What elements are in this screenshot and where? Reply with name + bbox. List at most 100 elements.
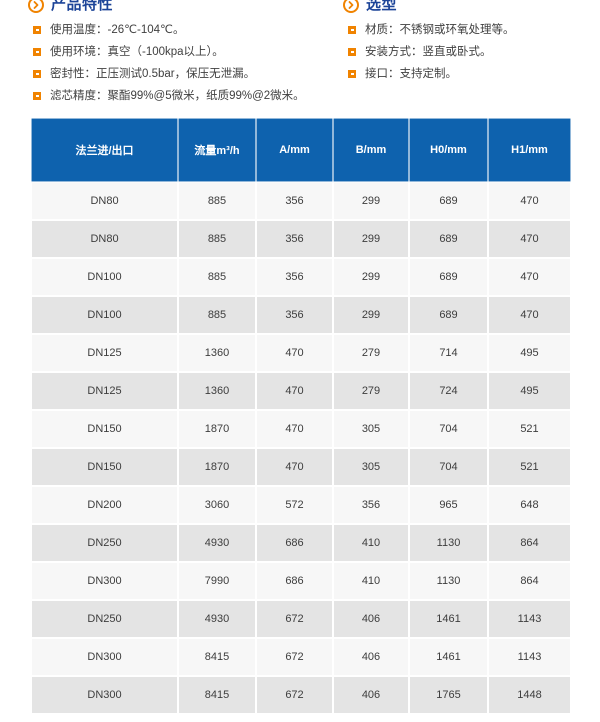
table-cell: 470 — [255, 371, 334, 411]
table-row: DN100 885 356 299 689 470 — [30, 257, 572, 297]
table-cell: 1461 — [408, 599, 489, 639]
feature-text: 滤芯精度：聚酯99%@5微米，纸质99%@2微米。 — [50, 90, 305, 102]
table-cell: 305 — [332, 447, 410, 487]
table-cell: 885 — [177, 181, 257, 221]
table-cell: DN80 — [30, 181, 179, 221]
table-cell: 704 — [408, 447, 489, 487]
table-cell: DN125 — [30, 333, 179, 373]
column-header-h1: H1/mm — [487, 117, 572, 183]
table-cell: 470 — [487, 257, 572, 297]
table-cell: 3060 — [177, 485, 257, 525]
table-cell: 8415 — [177, 675, 257, 715]
table-cell: 410 — [332, 523, 410, 563]
table-cell: 965 — [408, 485, 489, 525]
table-cell: 299 — [332, 219, 410, 259]
table-cell: 279 — [332, 333, 410, 373]
table-cell: 704 — [408, 409, 489, 449]
table-cell: 1143 — [487, 637, 572, 677]
table-cell: 356 — [332, 485, 410, 525]
table-cell: 1130 — [408, 561, 489, 601]
table-cell: 410 — [332, 561, 410, 601]
selection-text: 材质：不锈钢或环氧处理等。 — [365, 24, 515, 36]
table-row: DN150 1870 470 305 704 521 — [30, 409, 572, 449]
top-info-area: 产品特性 使用温度：-26℃-104℃。 使用环境：真空（-100kpa以上）。… — [0, 0, 600, 117]
table-cell: 521 — [487, 447, 572, 487]
table-row: DN300 8415 672 406 1765 1448 — [30, 675, 572, 715]
table-cell: 279 — [332, 371, 410, 411]
table-cell: DN125 — [30, 371, 179, 411]
table-cell: 672 — [255, 675, 334, 715]
table-row: DN125 1360 470 279 714 495 — [30, 333, 572, 373]
table-cell: 572 — [255, 485, 334, 525]
list-item: 密封性：正压测试0.5bar，保压无泄漏。 — [28, 68, 328, 81]
table-cell: 714 — [408, 333, 489, 373]
table-cell: 1870 — [177, 409, 257, 449]
column-header-h0: H0/mm — [408, 117, 489, 183]
table-row: DN80 885 356 299 689 470 — [30, 181, 572, 221]
table-cell: 689 — [408, 219, 489, 259]
table-cell: DN300 — [30, 637, 179, 677]
list-item: 材质：不锈钢或环氧处理等。 — [343, 24, 573, 37]
table-cell: 724 — [408, 371, 489, 411]
table-cell: 356 — [255, 257, 334, 297]
table-cell: 4930 — [177, 599, 257, 639]
list-item: 安装方式：竖直或卧式。 — [343, 46, 573, 59]
table-cell: 470 — [487, 295, 572, 335]
chevron-circle-icon — [28, 0, 44, 13]
table-cell: 885 — [177, 257, 257, 297]
table-cell: DN150 — [30, 447, 179, 487]
table-cell: 495 — [487, 371, 572, 411]
features-title: 产品特性 — [51, 0, 114, 13]
column-header-flange: 法兰进/出口 — [30, 117, 179, 183]
table-row: DN125 1360 470 279 724 495 — [30, 371, 572, 411]
table-cell: 672 — [255, 599, 334, 639]
table-cell: 356 — [255, 295, 334, 335]
table-cell: 8415 — [177, 637, 257, 677]
square-bullet-icon — [348, 48, 356, 56]
table-cell: DN150 — [30, 409, 179, 449]
table-cell: DN100 — [30, 257, 179, 297]
selection-title: 选型 — [366, 0, 398, 13]
table-cell: 1130 — [408, 523, 489, 563]
table-row: DN80 885 356 299 689 470 — [30, 219, 572, 259]
table-cell: 356 — [255, 181, 334, 221]
table-cell: 299 — [332, 295, 410, 335]
table-cell: 470 — [255, 409, 334, 449]
table-cell: 470 — [255, 333, 334, 373]
table-row: DN250 4930 672 406 1461 1143 — [30, 599, 572, 639]
list-item: 接口：支持定制。 — [343, 68, 573, 81]
feature-text: 密封性：正压测试0.5bar，保压无泄漏。 — [50, 68, 256, 80]
feature-text: 使用环境：真空（-100kpa以上）。 — [50, 46, 224, 58]
table-cell: 470 — [487, 181, 572, 221]
list-item: 使用温度：-26℃-104℃。 — [28, 24, 328, 37]
column-header-flow: 流量m³/h — [177, 117, 257, 183]
square-bullet-icon — [348, 26, 356, 34]
table-cell: 1360 — [177, 371, 257, 411]
table-cell: 470 — [255, 447, 334, 487]
table-cell: 299 — [332, 257, 410, 297]
table-cell: 864 — [487, 523, 572, 563]
features-list: 使用温度：-26℃-104℃。 使用环境：真空（-100kpa以上）。 密封性：… — [28, 24, 328, 103]
selection-text: 接口：支持定制。 — [365, 68, 457, 80]
square-bullet-icon — [33, 70, 41, 78]
features-section: 产品特性 使用温度：-26℃-104℃。 使用环境：真空（-100kpa以上）。… — [28, 0, 328, 112]
selection-section: 选型 材质：不锈钢或环氧处理等。 安装方式：竖直或卧式。 接口：支持定制。 — [343, 0, 573, 90]
table-cell: DN250 — [30, 523, 179, 563]
square-bullet-icon — [33, 92, 41, 100]
table-cell: 689 — [408, 181, 489, 221]
column-header-b: B/mm — [332, 117, 410, 183]
list-item: 使用环境：真空（-100kpa以上）。 — [28, 46, 328, 59]
table-cell: DN80 — [30, 219, 179, 259]
table-row: DN150 1870 470 305 704 521 — [30, 447, 572, 487]
features-header: 产品特性 — [28, 0, 328, 14]
table-cell: DN300 — [30, 675, 179, 715]
table-cell: 406 — [332, 637, 410, 677]
table-cell: DN100 — [30, 295, 179, 335]
column-header-a: A/mm — [255, 117, 334, 183]
table-cell: 885 — [177, 219, 257, 259]
header-row: 法兰进/出口 流量m³/h A/mm B/mm H0/mm H1/mm — [30, 117, 572, 183]
spec-table-head: 法兰进/出口 流量m³/h A/mm B/mm H0/mm H1/mm — [30, 117, 572, 183]
table-cell: 689 — [408, 257, 489, 297]
selection-header: 选型 — [343, 0, 573, 14]
table-cell: 1448 — [487, 675, 572, 715]
